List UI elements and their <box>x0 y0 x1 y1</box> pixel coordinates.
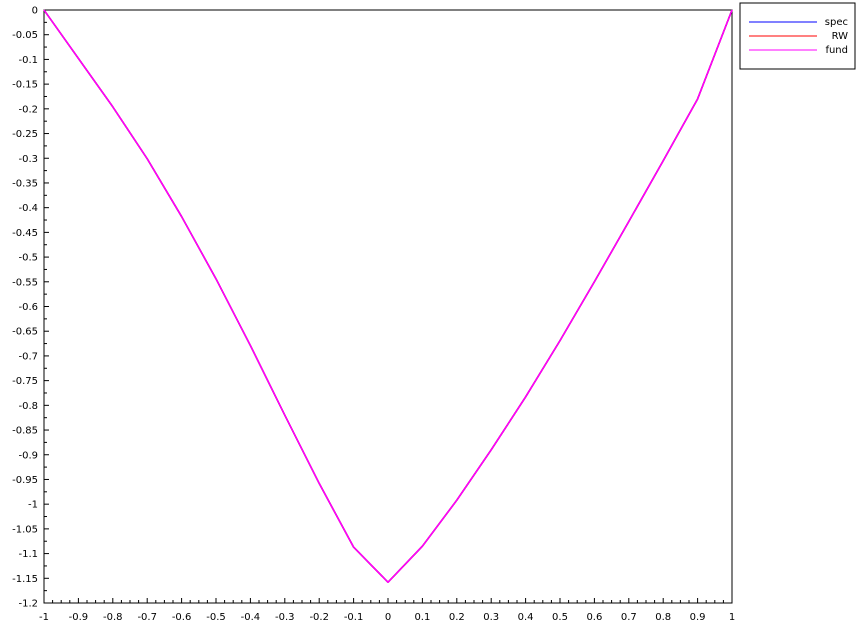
x-tick-label: -0.4 <box>241 612 261 623</box>
y-tick-label: -1.15 <box>12 574 38 585</box>
y-tick-label: -0.05 <box>12 30 38 41</box>
x-tick-label: 0.2 <box>449 612 465 623</box>
y-tick-label: -0.6 <box>18 302 38 313</box>
y-tick-label: -0.25 <box>12 129 38 140</box>
y-tick-label: -0.8 <box>18 401 38 412</box>
y-tick-label: -0.35 <box>12 178 38 189</box>
y-tick-label: -0.2 <box>18 104 38 115</box>
x-tick-label: -1 <box>39 612 49 623</box>
x-tick-label: -0.3 <box>275 612 295 623</box>
y-tick-label: -0.15 <box>12 80 38 91</box>
x-tick-label: 0.5 <box>552 612 568 623</box>
x-tick-label: 0.9 <box>690 612 706 623</box>
y-tick-label: -0.7 <box>18 351 38 362</box>
y-tick-label: -0.4 <box>18 203 38 214</box>
series-line-fund <box>43 9 733 583</box>
legend-label-RW: RW <box>832 31 849 42</box>
legend: spec RW fund <box>739 2 856 70</box>
y-tick-label: -0.95 <box>12 475 38 486</box>
x-tick-label: -0.6 <box>172 612 192 623</box>
x-tick-label: -0.7 <box>137 612 157 623</box>
x-tick-label: -0.8 <box>103 612 123 623</box>
y-tick-label: -1 <box>28 500 38 511</box>
x-tick-label: -0.5 <box>206 612 226 623</box>
y-tick-label: -1.05 <box>12 524 38 535</box>
y-tick-label: 0 <box>32 6 38 17</box>
y-tick-label: -0.9 <box>18 450 38 461</box>
y-tick-label: -0.1 <box>18 55 38 66</box>
x-tick-label: 0.1 <box>414 612 430 623</box>
y-tick-label: -0.5 <box>18 253 38 264</box>
series-layer <box>43 9 733 583</box>
y-tick-label: -0.45 <box>12 228 38 239</box>
y-tick-label: -1.1 <box>18 549 38 560</box>
x-tick-label: 0.6 <box>586 612 602 623</box>
series-line-RW <box>43 9 733 583</box>
legend-label-fund: fund <box>825 45 848 56</box>
x-tick-label: -0.2 <box>309 612 329 623</box>
legend-label-spec: spec <box>825 17 848 28</box>
y-tick-label: -0.55 <box>12 277 38 288</box>
ticks-layer: -1 -0.9 -0.8 -0.7 -0.6 -0.5 -0.4 -0.3 -0.2 -0.1 0 0… <box>12 6 735 624</box>
y-tick-label: -0.75 <box>12 376 38 387</box>
y-tick-label: -0.85 <box>12 426 38 437</box>
x-tick-label: 0.4 <box>518 612 534 623</box>
x-tick-label: 0.8 <box>655 612 671 623</box>
plot-frame <box>43 9 733 604</box>
y-tick-label: -0.65 <box>12 327 38 338</box>
x-tick-label: 0.3 <box>483 612 499 623</box>
x-tick-label: -0.9 <box>69 612 89 623</box>
x-tick-label: 0 <box>385 612 391 623</box>
y-tick-label: -1.2 <box>18 599 38 610</box>
x-tick-label: -0.1 <box>344 612 364 623</box>
x-tick-label: 0.7 <box>621 612 637 623</box>
x-tick-label: 1 <box>729 612 735 623</box>
y-tick-label: -0.3 <box>18 154 38 165</box>
series-line-spec <box>43 9 733 583</box>
